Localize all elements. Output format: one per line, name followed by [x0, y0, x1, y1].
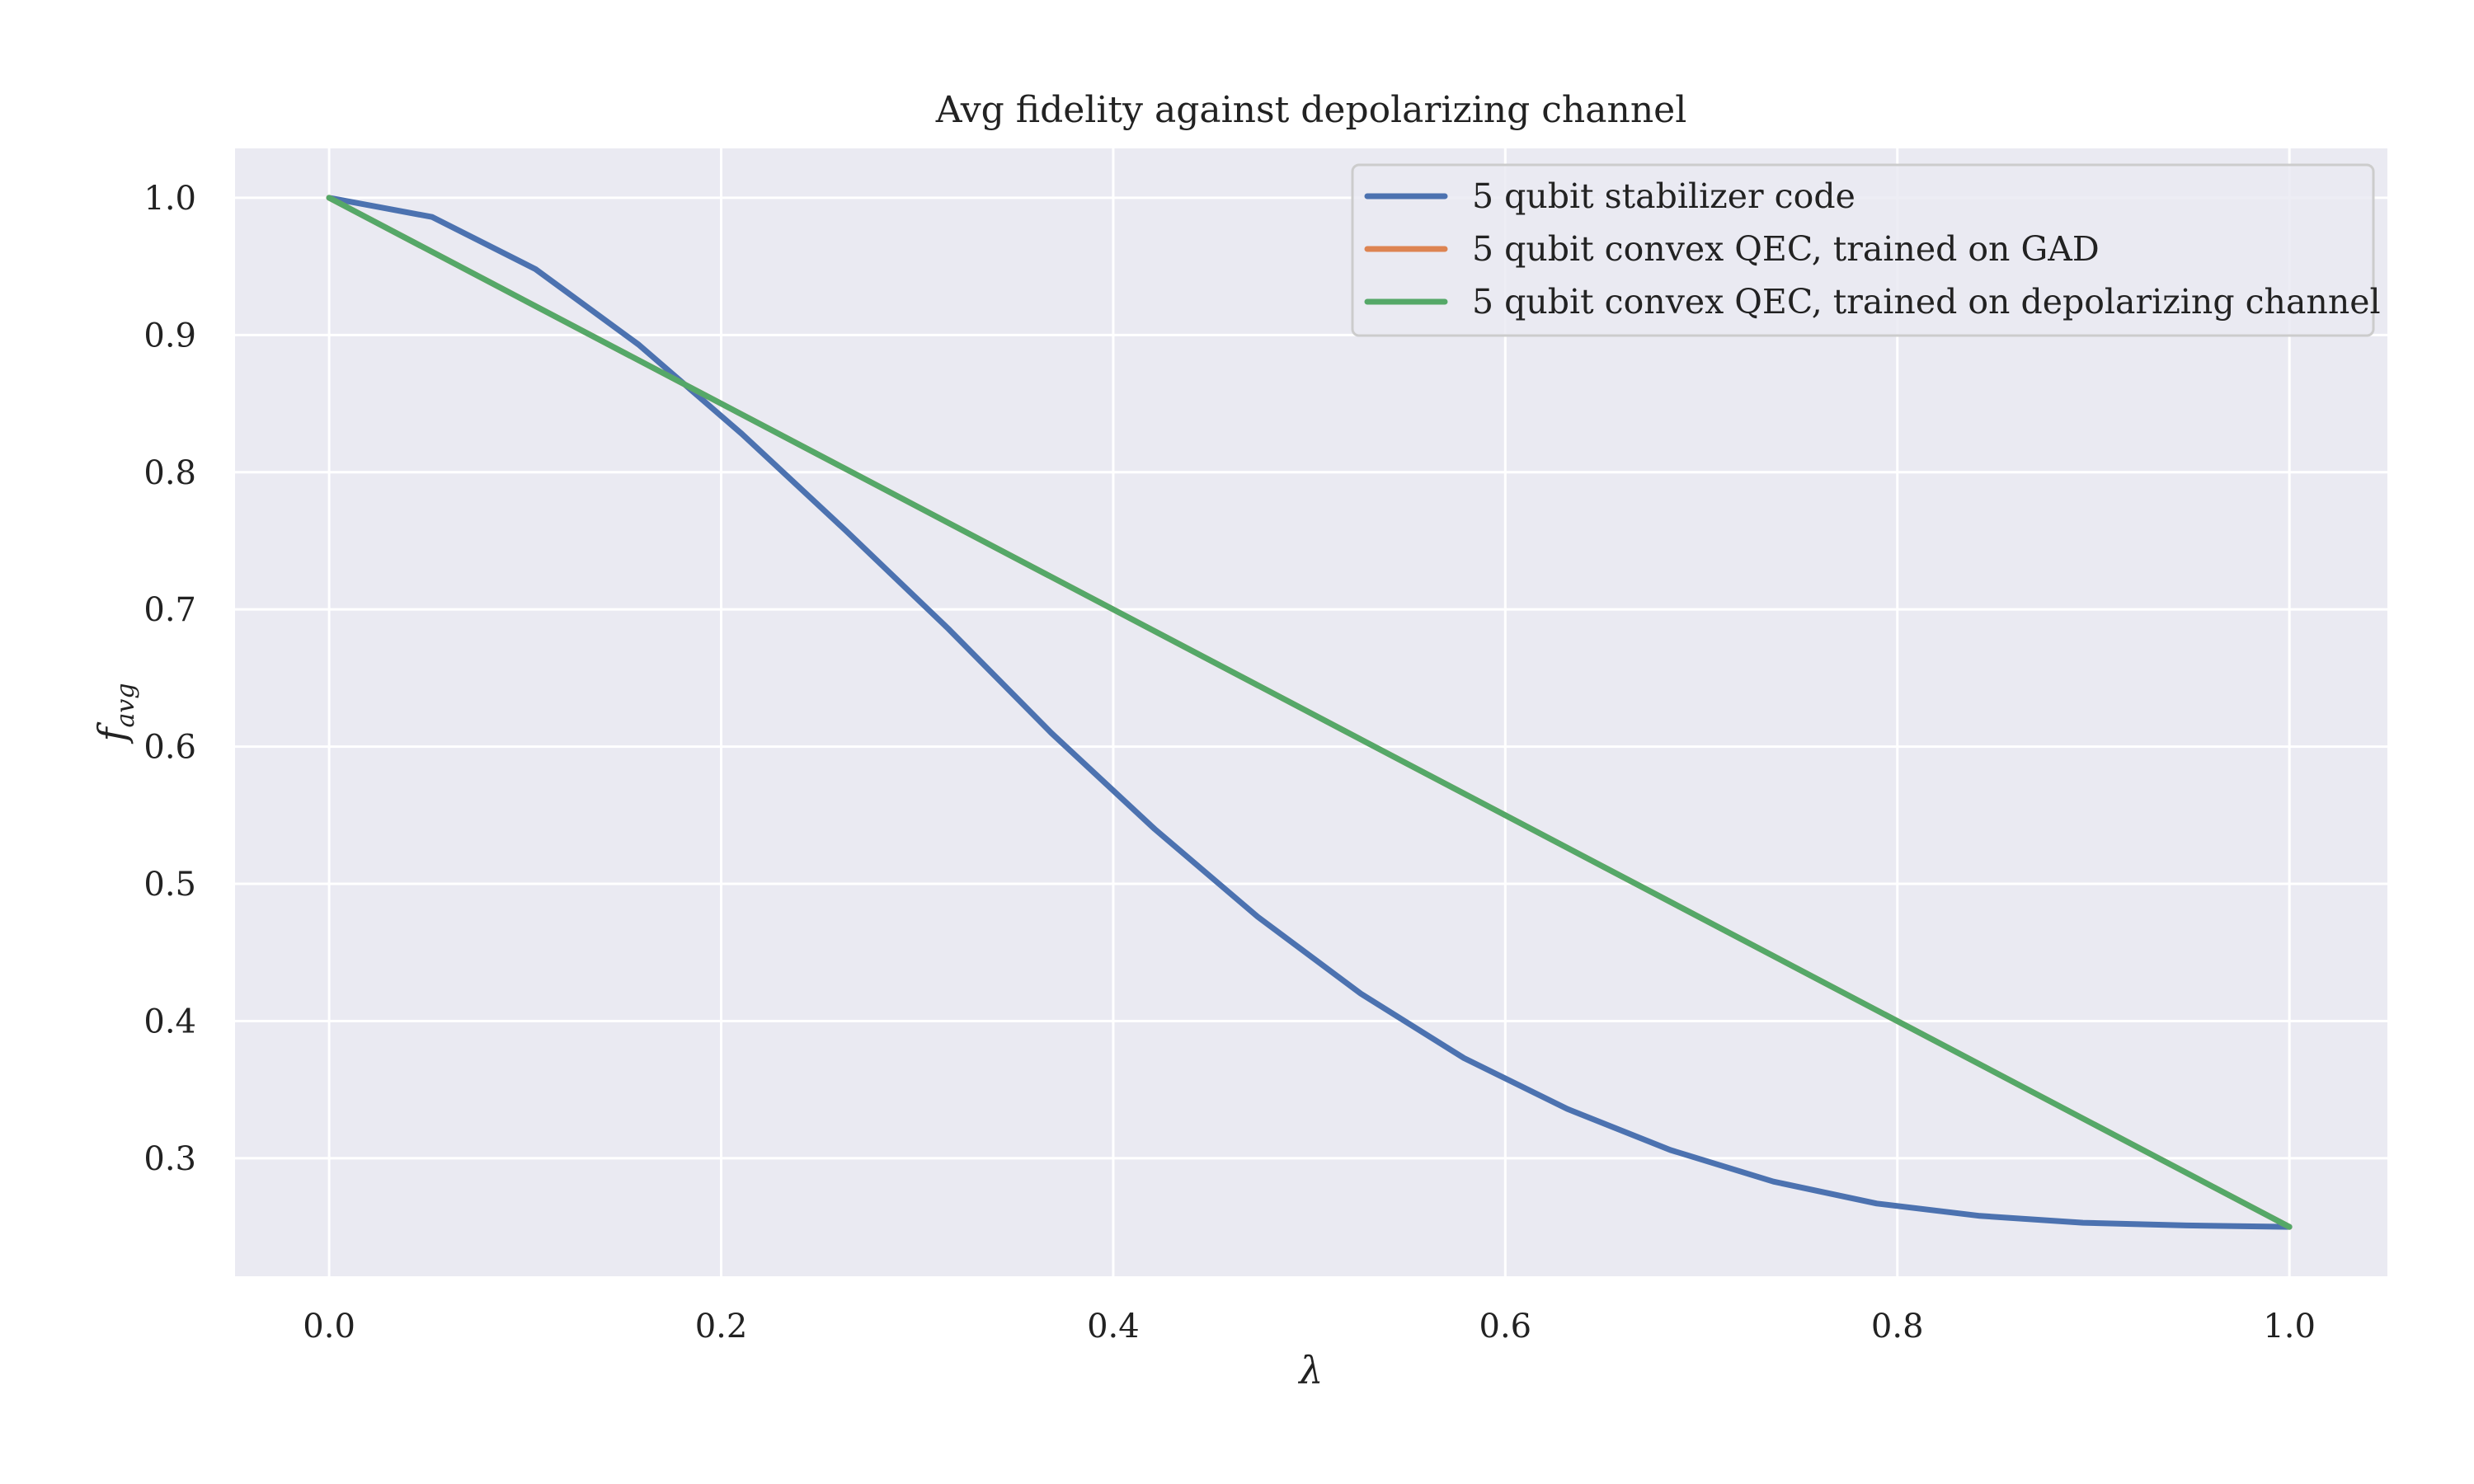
chart-title: Avg fidelity against depolarizing channe…: [935, 89, 1687, 131]
y-tick-label: 0.9: [143, 317, 196, 355]
y-tick-label: 0.7: [143, 591, 196, 629]
legend-label: 5 qubit stabilizer code: [1472, 176, 1856, 216]
tick-labels: 0.0 0.2 0.4 0.6 0.8 1.0 0.3 0.4 0.5 0.6 0.7 0.8 0.9 1…: [143, 180, 2316, 1345]
svg-text:favg: favg: [90, 683, 140, 744]
series-group: [326, 195, 2293, 1230]
legend-label: 5 qubit convex QEC, trained on GAD: [1472, 229, 2100, 269]
x-tick-label: 1.0: [2263, 1308, 2316, 1345]
x-tick-label: 0.8: [1871, 1308, 1924, 1345]
y-tick-label: 0.8: [143, 454, 196, 492]
y-tick-label: 0.3: [143, 1140, 196, 1178]
y-tick-label: 0.4: [143, 1003, 196, 1040]
legend-label: 5 qubit convex QEC, trained on depolariz…: [1472, 282, 2381, 322]
x-axis-label: λ: [1297, 1348, 1323, 1392]
y-tick-label: 1.0: [143, 180, 196, 218]
x-tick-label: 0.4: [1087, 1308, 1140, 1345]
legend-box: [1351, 163, 2375, 337]
x-tick-label: 0.2: [695, 1308, 748, 1345]
series-line-3: [326, 195, 2293, 1230]
series-line-1: [326, 195, 2293, 1230]
grid: [235, 148, 2387, 1276]
x-tick-label: 0.0: [303, 1308, 355, 1345]
y-tick-label: 0.6: [143, 729, 196, 767]
x-tick-label: 0.6: [1479, 1308, 1532, 1345]
legend: 5 qubit stabilizer code 5 qubit convex QE…: [1351, 163, 2381, 337]
y-tick-label: 0.5: [143, 866, 196, 904]
y-axis-label: favg: [90, 683, 140, 744]
